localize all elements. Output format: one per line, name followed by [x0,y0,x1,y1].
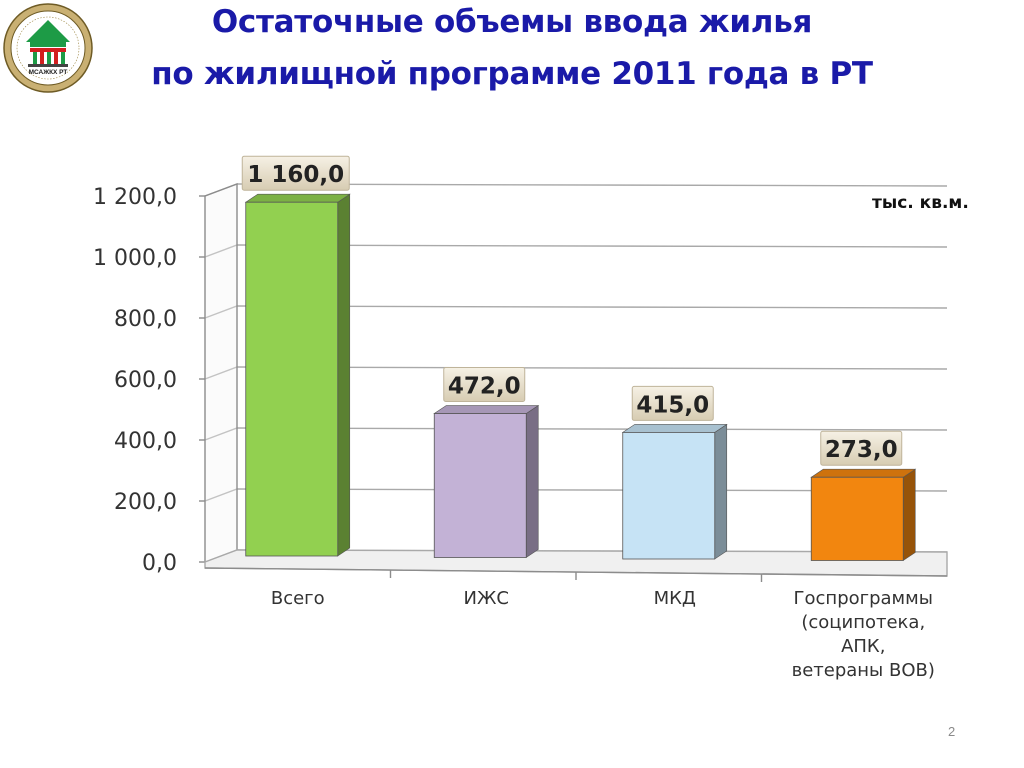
ministry-logo: МСАЖКХ РТ [3,3,93,93]
data-label: 273,0 [825,437,898,463]
bar [622,432,716,560]
y-tick-label: 800,0 [114,307,177,332]
bar-top [244,193,351,203]
data-label-box [443,367,526,403]
data-label-box [820,430,903,466]
y-tick-label: 0,0 [142,551,177,576]
category-label: МКД [654,588,696,609]
category-label: ИЖС [464,588,509,609]
category-label: Госпрограммы [794,588,933,609]
y-tick-label: 1 200,0 [93,185,177,210]
y-tick-label: 200,0 [114,490,177,515]
bar-top [621,424,728,433]
bar [810,476,904,561]
category-label: АПК, [841,636,885,657]
category-label: ветераны ВОВ) [792,660,935,681]
y-tick-label: 600,0 [114,368,177,393]
page-number: 2 [948,724,956,739]
data-label: 415,0 [636,392,709,418]
bar-top [810,468,917,478]
y-tick-label: 400,0 [114,429,177,454]
category-label: (соципотека, [801,612,925,633]
data-label: 472,0 [448,374,521,400]
logo-text: МСАЖКХ РТ [29,69,68,76]
data-label-box [241,155,350,191]
bar-side [525,404,539,559]
slide-title-line-2: по жилищной программе 2011 года в РТ [151,56,873,92]
bar-top [433,405,540,414]
data-label: 1 160,0 [247,162,344,188]
y-tick-label: 1 000,0 [93,246,177,271]
bar [245,201,339,557]
slide-title-line-1: Остаточные объемы ввода жилья [211,4,813,40]
bar-side [714,423,728,560]
unit-label: тыс. кв.м. [872,193,969,213]
data-label-box [631,385,714,421]
bar-side [337,193,351,557]
y-axis [204,182,238,562]
bar [433,413,527,558]
category-label: Всего [271,588,325,609]
bar-side [902,468,916,562]
